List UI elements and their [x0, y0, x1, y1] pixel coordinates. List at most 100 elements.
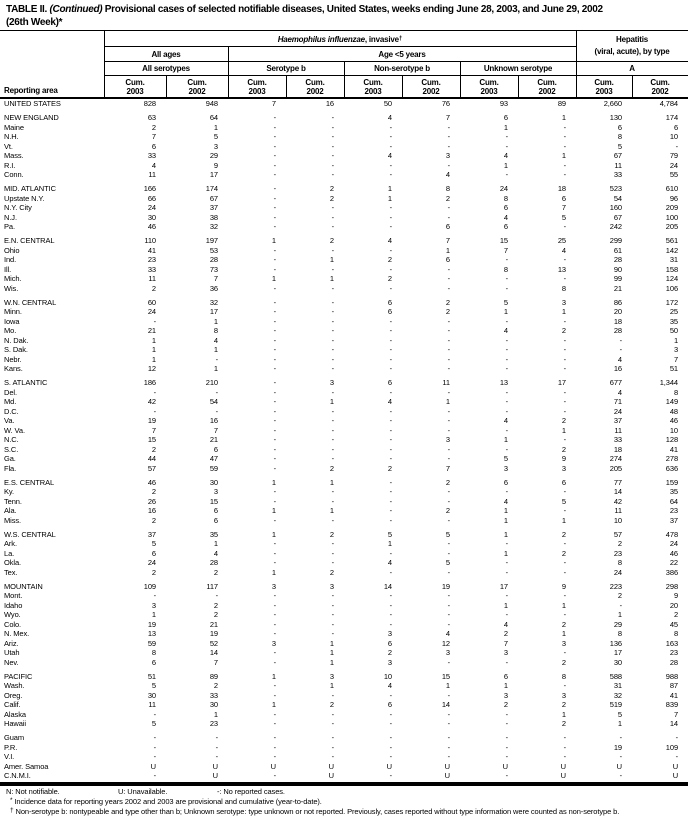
value-cell: 828: [143, 99, 156, 108]
value-cell: 18: [613, 316, 622, 326]
value-cell: 142: [665, 245, 679, 255]
value-cell: 5: [445, 529, 450, 539]
value-cell: -: [563, 558, 567, 567]
value-cell: -: [389, 141, 393, 151]
value-cell: 1: [329, 274, 334, 283]
value-cell: -: [331, 335, 335, 345]
value-cell: 2: [561, 548, 566, 558]
value-cell: -: [331, 151, 335, 160]
value-cell: 30: [209, 700, 218, 709]
area-cell: Guam: [4, 733, 25, 742]
value-cell: 561: [665, 236, 679, 245]
value-cell: -: [447, 274, 451, 283]
value-cell: 1: [213, 539, 218, 548]
table-row: N.Y. City 24 37 - - - - 6 7 160 209: [0, 203, 688, 213]
value-cell: 1: [445, 681, 450, 690]
value-cell: 10: [383, 671, 392, 681]
table-row: La. 6 4 - - - - 1 2 23 46: [0, 549, 688, 559]
value-cell: 14: [209, 648, 218, 657]
table-row: Mass. 33 29 - - 4 3 4 1 67 79: [0, 151, 688, 161]
value-cell: 3: [271, 638, 276, 648]
value-cell: 10: [669, 425, 679, 435]
value-cell: -: [331, 733, 335, 742]
value-cell: 299: [609, 236, 622, 245]
value-cell: 24: [613, 567, 622, 577]
value-cell: 32: [209, 297, 218, 307]
value-cell: -: [153, 387, 157, 397]
value-cell: -: [563, 255, 567, 264]
value-cell: 1: [329, 397, 334, 406]
value-cell: -: [331, 354, 335, 364]
table-row: Alaska - 1 - - - - - 1 5 7: [0, 710, 688, 720]
value-cell: 100: [665, 212, 679, 222]
table-row: Va. 19 16 - - - - 4 2 37 46: [0, 416, 688, 426]
value-cell: 1: [503, 548, 508, 558]
area-cell: Conn.: [4, 170, 24, 179]
value-cell: 6: [387, 700, 392, 709]
value-cell: -: [447, 416, 451, 425]
value-cell: -: [389, 719, 393, 728]
value-cell: 33: [147, 151, 156, 160]
value-cell: U: [328, 771, 334, 780]
table-row: W.N. CENTRAL 60 32 - - 6 2 5 3 86 172: [0, 298, 688, 308]
value-cell: 1: [561, 151, 566, 160]
value-cell: 1: [329, 681, 334, 690]
value-cell: -: [619, 733, 623, 742]
value-cell: 1: [503, 506, 508, 515]
value-cell: 2: [561, 529, 566, 539]
value-cell: -: [273, 354, 277, 364]
value-cell: 35: [669, 487, 679, 496]
value-cell: 2: [329, 193, 334, 203]
table-row: S. Dak. 1 1 - - - - - - - 3: [0, 345, 688, 355]
value-cell: -: [447, 364, 451, 373]
value-cell: 149: [665, 397, 679, 406]
value-cell: 6: [503, 477, 508, 487]
value-cell: 3: [503, 463, 508, 473]
value-cell: 28: [209, 255, 218, 264]
value-cell: 1: [329, 255, 334, 264]
value-cell: 4: [387, 113, 392, 122]
value-cell: 124: [665, 274, 679, 283]
value-cell: -: [389, 454, 393, 463]
value-cell: 159: [665, 477, 679, 487]
value-cell: 63: [147, 113, 156, 122]
value-cell: -: [389, 515, 393, 525]
value-cell: 223: [609, 581, 622, 591]
value-cell: 2: [213, 600, 218, 610]
value-cell: -: [563, 274, 567, 283]
unknown-serotype-header: Unknown serotype: [459, 61, 576, 76]
value-cell: 9: [673, 591, 679, 600]
value-cell: -: [389, 132, 393, 141]
value-cell: 210: [205, 378, 218, 387]
area-cell: Del.: [4, 387, 17, 397]
value-cell: 1: [617, 719, 622, 728]
value-cell: 6: [387, 307, 392, 316]
value-cell: -: [505, 539, 509, 548]
value-cell: 33: [209, 690, 218, 700]
value-cell: 1: [213, 345, 218, 354]
area-cell: Ark.: [4, 539, 17, 548]
area-cell: W.N. CENTRAL: [4, 297, 57, 307]
value-cell: -: [563, 397, 567, 406]
table-row: Minn. 24 17- -6 2 1 1 20 25: [0, 307, 688, 317]
value-cell: -: [273, 444, 277, 454]
value-cell: 172: [665, 297, 679, 307]
area-cell: N.Y. City: [4, 203, 32, 212]
value-cell: -: [389, 567, 393, 577]
value-cell: U: [270, 761, 276, 771]
value-cell: 1: [503, 529, 508, 539]
area-cell: Idaho: [4, 600, 23, 610]
value-cell: -: [273, 648, 277, 657]
value-cell: 128: [665, 435, 679, 444]
value-cell: -: [331, 222, 335, 231]
area-cell: S. Dak.: [4, 345, 28, 354]
value-cell: -: [389, 444, 393, 454]
value-cell: 10: [613, 515, 622, 525]
value-cell: 1: [561, 515, 566, 525]
value-cell: 5: [445, 558, 450, 567]
value-cell: 174: [665, 113, 679, 122]
value-cell: 1: [213, 316, 218, 326]
value-cell: -: [447, 122, 451, 132]
value-cell: 13: [557, 264, 566, 274]
